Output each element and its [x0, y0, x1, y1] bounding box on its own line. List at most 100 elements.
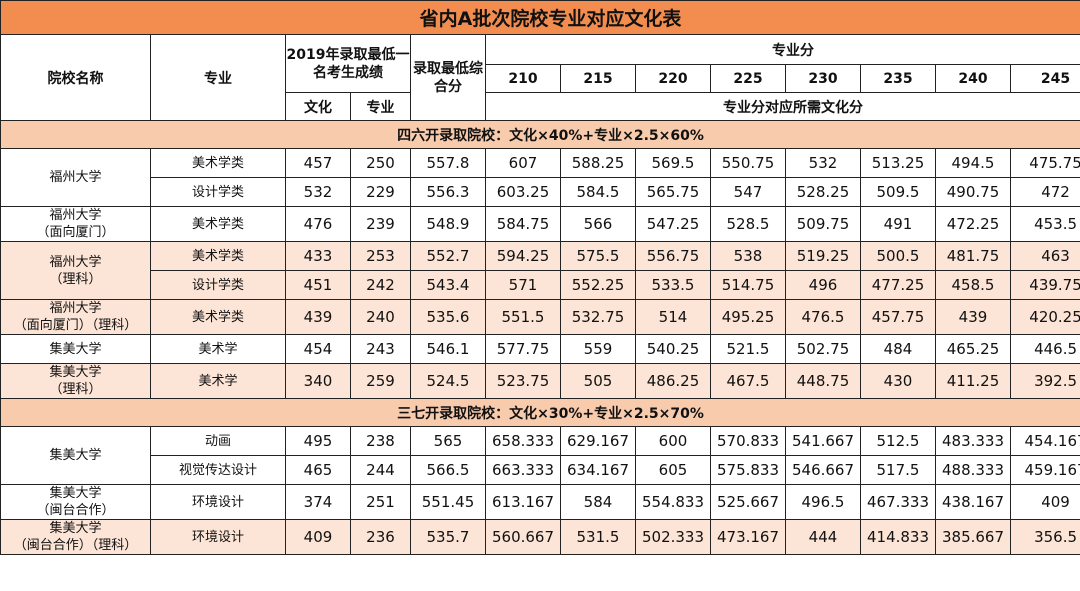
required-culture-score: 500.5: [860, 241, 936, 271]
composite-score: 524.5: [410, 363, 486, 399]
culture-score: 457: [285, 148, 351, 178]
score-table: 省内A批次院校专业对应文化表 院校名称 专业 2019年录取最低一名考生成绩 录…: [0, 0, 1080, 555]
required-culture-score: 556.75: [635, 241, 711, 271]
table-row: 集美大学 动画 495 238 565 658.333 629.167 600 570.833 5…: [0, 426, 1080, 485]
table-title: 省内A批次院校专业对应文化表: [0, 0, 1080, 35]
required-culture-score: 523.75: [485, 363, 561, 399]
specialty-subheader: 专业: [350, 92, 411, 121]
culture-score: 374: [285, 484, 351, 520]
major-name: 环境设计: [150, 484, 286, 520]
required-culture-score: 514: [635, 299, 711, 335]
composite-score: 535.6: [410, 299, 486, 335]
major-name: 环境设计: [150, 519, 286, 555]
required-culture-score: 459.167: [1009, 455, 1080, 485]
composite-score: 551.45: [410, 484, 486, 520]
major-column-header: 专业: [150, 34, 286, 121]
required-culture-score: 634.167: [560, 455, 636, 485]
required-culture-score: 472.25: [935, 206, 1011, 242]
required-culture-score: 658.333: [485, 426, 561, 456]
major-name: 美术学: [150, 363, 286, 399]
required-culture-score: 448.75: [785, 363, 861, 399]
table-row: 福州大学 （理科） 美术学类 433 253 552.7 594.25 575.5 556.7…: [0, 241, 1080, 300]
required-culture-score: 519.25: [785, 241, 861, 271]
required-culture-score: 584.75: [485, 206, 561, 242]
specialty-score: 239: [350, 206, 411, 242]
culture-score: 409: [285, 519, 351, 555]
required-culture-score: 551.5: [485, 299, 561, 335]
required-culture-score: 414.833: [860, 519, 936, 555]
required-culture-score: 467.333: [860, 484, 936, 520]
required-culture-score: 629.167: [560, 426, 636, 456]
required-culture-score: 546.667: [785, 455, 861, 485]
required-culture-score: 476.5: [785, 299, 861, 335]
composite-score: 556.3: [410, 177, 486, 207]
specialty-score: 243: [350, 334, 411, 364]
required-culture-score: 496: [785, 270, 861, 300]
required-culture-score: 505: [560, 363, 636, 399]
required-culture-score: 496.5: [785, 484, 861, 520]
culture-subheader: 文化: [285, 92, 351, 121]
required-culture-score: 454.167: [1009, 426, 1080, 456]
required-culture-score: 528.25: [785, 177, 861, 207]
required-culture-score: 392.5: [1009, 363, 1080, 399]
major-name: 美术学类: [150, 206, 286, 242]
required-culture-score: 502.75: [785, 334, 861, 364]
required-culture-score: 584.5: [560, 177, 636, 207]
required-culture-score: 554.833: [635, 484, 711, 520]
specialty-score: 238: [350, 426, 411, 456]
specialty-score: 250: [350, 148, 411, 178]
required-culture-score: 538: [710, 241, 786, 271]
culture-score: 451: [285, 270, 351, 300]
table-row: 设计学类 532 229 556.3 603.25 584.5 565.75 547 528.2…: [0, 177, 1080, 207]
table-row: 福州大学 （面向厦门） 美术学类 476 239 548.9 584.75 566 547.2…: [0, 206, 1080, 242]
table-row: 集美大学 （理科） 美术学 340 259 524.5 523.75 505 486.25 46…: [0, 363, 1080, 399]
required-culture-score: 494.5: [935, 148, 1011, 178]
required-culture-score: 483.333: [935, 426, 1011, 456]
composite-score: 546.1: [410, 334, 486, 364]
required-culture-score: 484: [860, 334, 936, 364]
section-label: 四六开录取院校：文化×40%+专业×2.5×60%: [0, 120, 1080, 149]
required-culture-score: 509.75: [785, 206, 861, 242]
required-culture-score: 532: [785, 148, 861, 178]
school-name: 集美大学: [0, 426, 151, 485]
required-culture-score: 514.75: [710, 270, 786, 300]
specialty-score-225: 225: [710, 64, 786, 93]
required-culture-score: 457.75: [860, 299, 936, 335]
required-culture-score: 502.333: [635, 519, 711, 555]
required-culture-score: 473.167: [710, 519, 786, 555]
major-name: 设计学类: [150, 177, 286, 207]
culture-score: 476: [285, 206, 351, 242]
table-row: 设计学类 451 242 543.4 571 552.25 533.5 514.75 496 47…: [0, 270, 1080, 300]
section-label: 三七开录取院校：文化×30%+专业×2.5×70%: [0, 398, 1080, 427]
required-culture-score: 491: [860, 206, 936, 242]
school-name: 福州大学: [0, 148, 151, 207]
composite-score: 566.5: [410, 455, 486, 485]
required-culture-score: 475.75: [1009, 148, 1080, 178]
required-culture-score: 409: [1009, 484, 1080, 520]
specialty-score-210: 210: [485, 64, 561, 93]
required-culture-score: 463: [1009, 241, 1080, 271]
required-culture-score: 605: [635, 455, 711, 485]
required-culture-score: 559: [560, 334, 636, 364]
specialty-score-header: 专业分: [484, 34, 1080, 65]
required-culture-score: 575.5: [560, 241, 636, 271]
table-row: 福州大学 美术学类 457 250 557.8 607 588.25 569.5 550.75 5…: [0, 148, 1080, 207]
required-culture-score: 531.5: [560, 519, 636, 555]
required-culture-score: 488.333: [935, 455, 1011, 485]
required-culture-score: 528.5: [710, 206, 786, 242]
specialty-score: 253: [350, 241, 411, 271]
specialty-score: 236: [350, 519, 411, 555]
required-culture-score: 517.5: [860, 455, 936, 485]
required-culture-score: 566: [560, 206, 636, 242]
culture-score: 465: [285, 455, 351, 485]
required-culture-score: 547.25: [635, 206, 711, 242]
table-row: 集美大学 美术学 454 243 546.1 577.75 559 540.25 521.5 50…: [0, 334, 1080, 364]
composite-score: 557.8: [410, 148, 486, 178]
school-name: 集美大学: [0, 334, 151, 364]
required-culture-score: 439.75: [1009, 270, 1080, 300]
composite-score: 552.7: [410, 241, 486, 271]
required-culture-score: 430: [860, 363, 936, 399]
section-row: 四六开录取院校：文化×40%+专业×2.5×60%: [0, 120, 1080, 149]
required-culture-score: 477.25: [860, 270, 936, 300]
required-culture-score: 588.25: [560, 148, 636, 178]
